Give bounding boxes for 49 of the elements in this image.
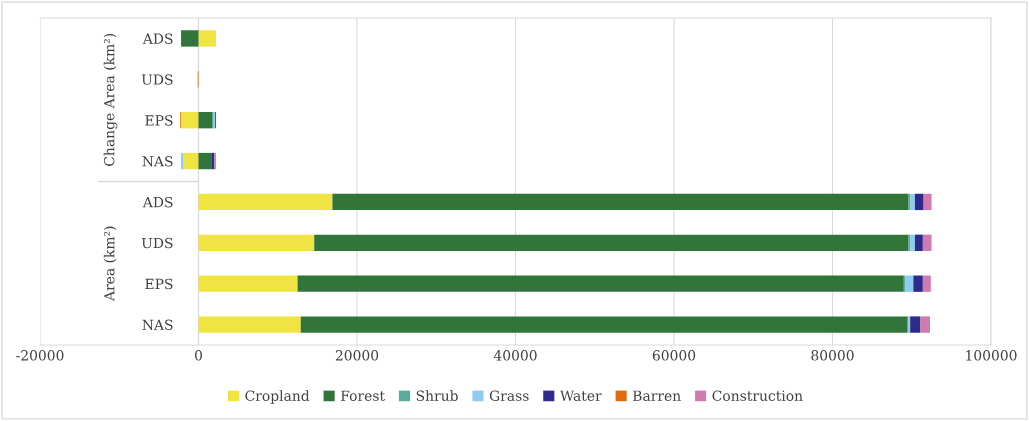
x-tick-label: 0: [195, 350, 202, 361]
y-tick-label: EPS: [145, 278, 173, 290]
legend-label: Grass: [489, 390, 529, 401]
y-tick-label: EPS: [145, 115, 173, 126]
x-tick-label: 80000: [811, 350, 854, 361]
bar: [198, 275, 298, 292]
bar: [198, 112, 213, 129]
bar: [198, 193, 333, 211]
legend-label: Water: [559, 390, 602, 401]
bar: [300, 316, 907, 333]
annotation: Area (km²): [103, 226, 117, 302]
bar: [910, 193, 915, 211]
bar: [198, 30, 216, 47]
x-tick-label: 20000: [335, 350, 379, 361]
bar: [183, 152, 199, 170]
bar: [198, 234, 315, 251]
bar: [910, 234, 915, 251]
y-tick-label: NAS: [142, 319, 173, 331]
bar: [181, 30, 199, 47]
legend-label: Construction: [712, 390, 803, 401]
bar: [914, 193, 924, 211]
x-tick-label: -20000: [16, 350, 64, 361]
y-tick-label: ADS: [142, 196, 173, 208]
bar: [332, 193, 909, 211]
bar: [910, 316, 921, 333]
bar: [314, 234, 909, 251]
legend-label: Cropland: [245, 390, 310, 404]
x-tick-label: 100000: [966, 350, 1017, 361]
annotation: Change Area (km²): [103, 33, 118, 166]
legend-label: Forest: [341, 390, 385, 401]
y-tick-label: ADS: [142, 33, 173, 44]
bar: [913, 275, 923, 292]
y-tick-label: UDS: [141, 74, 173, 85]
bar: [905, 275, 914, 292]
bar: [922, 234, 932, 251]
bar: [198, 316, 301, 333]
x-tick-label: 40000: [493, 350, 537, 361]
bar: [914, 234, 923, 251]
x-tick-label: 60000: [652, 350, 696, 361]
bar: [920, 316, 930, 333]
bar: [181, 112, 199, 129]
y-tick-label: UDS: [141, 237, 173, 249]
bar: [922, 275, 931, 292]
bar: [297, 275, 904, 292]
legend-label: Shrub: [416, 390, 458, 401]
legend-label: Barren: [633, 390, 681, 401]
y-tick-label: NAS: [142, 156, 173, 167]
bar: [923, 193, 932, 211]
bar: [198, 152, 212, 170]
